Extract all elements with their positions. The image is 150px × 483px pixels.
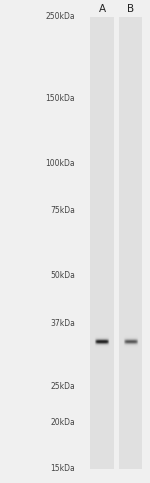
Text: 75kDa: 75kDa <box>50 206 75 214</box>
Bar <box>90 17 114 469</box>
Bar <box>119 17 142 469</box>
Text: 100kDa: 100kDa <box>45 159 75 169</box>
Text: 15kDa: 15kDa <box>50 464 75 473</box>
Text: 20kDa: 20kDa <box>50 418 75 427</box>
Text: B: B <box>127 4 134 14</box>
Text: 25kDa: 25kDa <box>50 382 75 391</box>
Text: 150kDa: 150kDa <box>45 94 75 103</box>
Text: A: A <box>98 4 106 14</box>
Text: 37kDa: 37kDa <box>50 319 75 328</box>
Text: 50kDa: 50kDa <box>50 271 75 280</box>
Text: 250kDa: 250kDa <box>45 13 75 21</box>
